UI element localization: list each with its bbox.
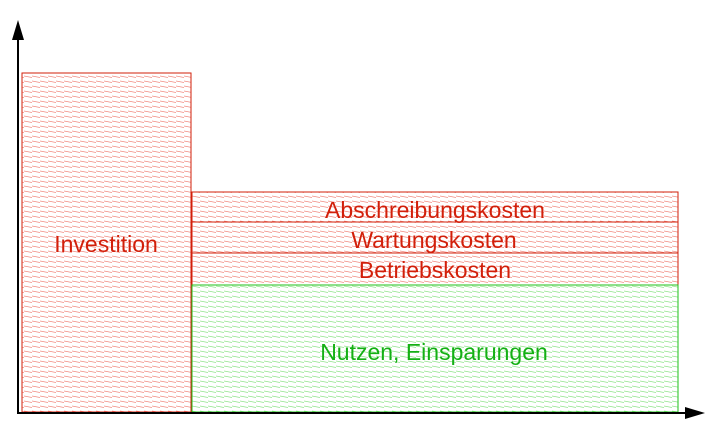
maintenance-cost-label: Wartungskosten [351,227,516,253]
benefit-block [191,284,679,413]
benefit-label: Nutzen, Einsparungen [320,339,548,365]
maintenance-cost-block [191,221,679,254]
investment-label: Investition [54,231,158,257]
depreciation-cost-label: Abschreibungskosten [325,197,545,223]
x-axis-arrowhead [685,407,705,419]
depreciation-cost-block [191,191,679,223]
operating-cost-block [191,252,679,286]
operating-cost-label: Betriebskosten [359,257,511,283]
investment-block [21,72,192,413]
y-axis-arrowhead [12,20,24,40]
